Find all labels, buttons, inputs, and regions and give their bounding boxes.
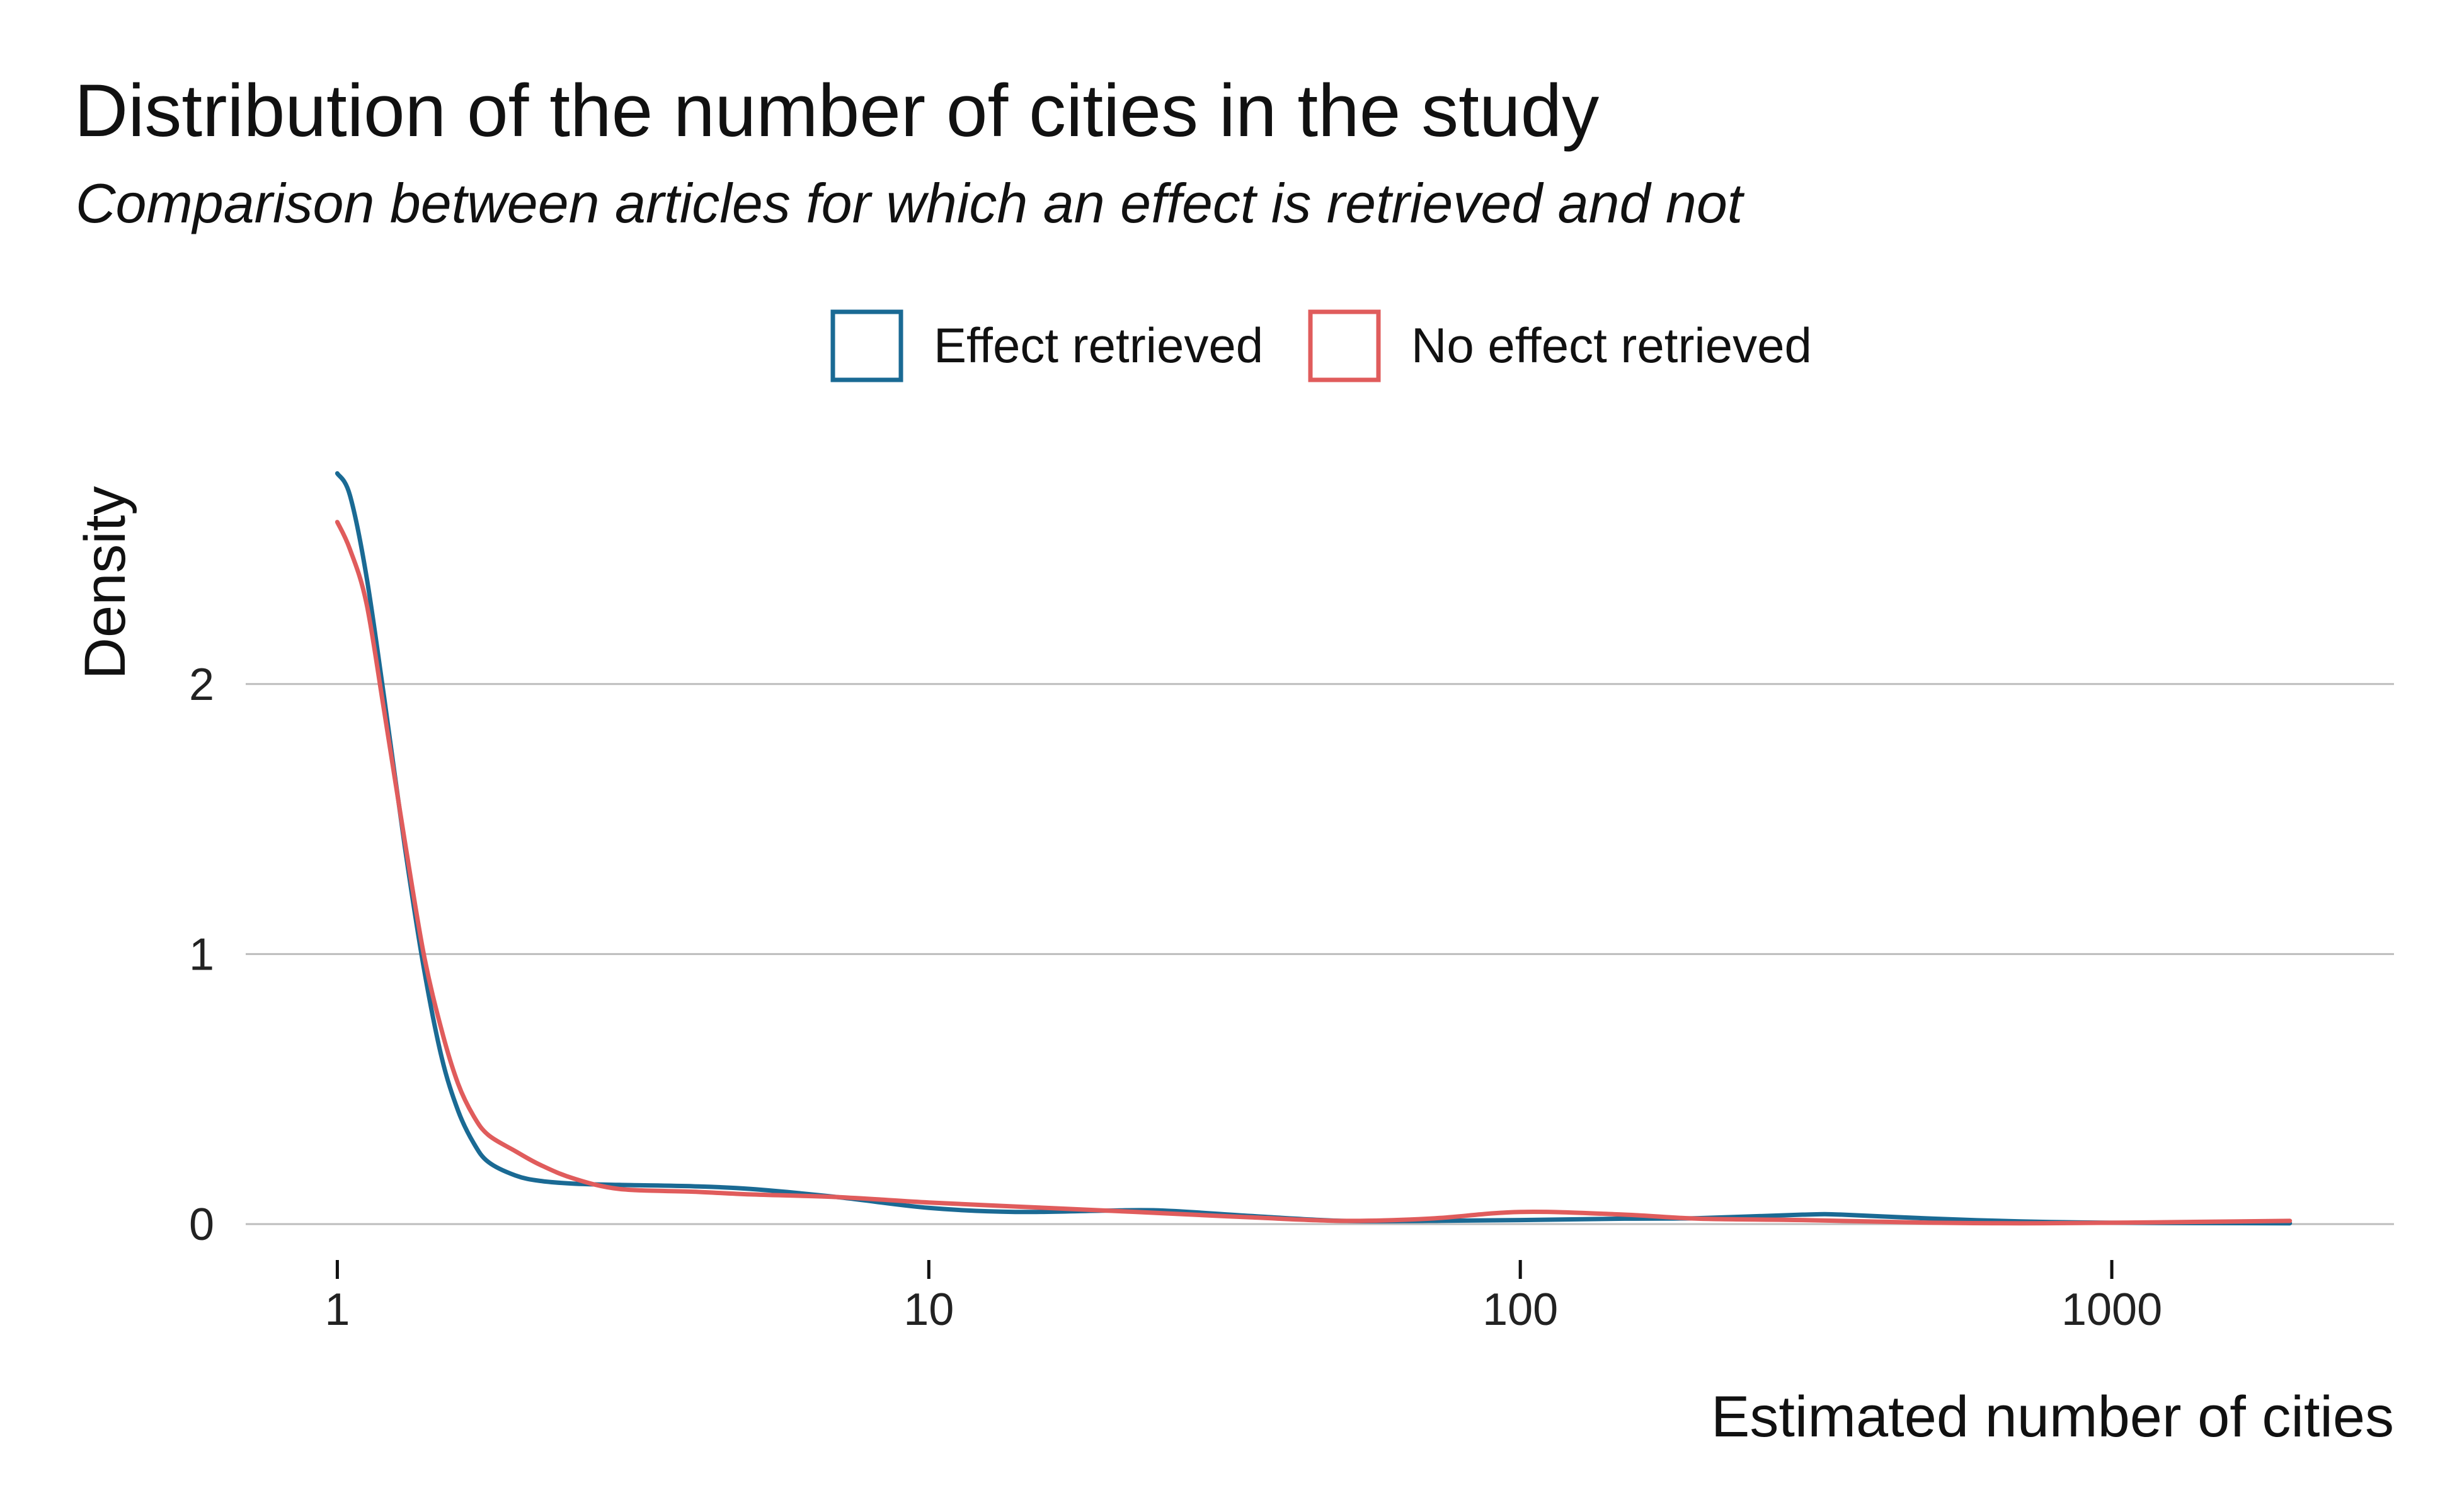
legend: Effect retrieved No effect retrieved [830,309,1812,382]
legend-label-0: Effect retrieved [934,318,1263,373]
legend-label-1: No effect retrieved [1411,318,1812,373]
x-axis-title: Estimated number of cities [1711,1385,2394,1449]
series-lines [335,471,2293,1226]
legend-key-1 [1308,309,1381,382]
x-tick-label: 1000 [2061,1285,2162,1335]
x-tick-label: 10 [903,1285,954,1335]
y-axis: 0 1 2 [189,660,214,1250]
y-tick-label: 0 [189,1200,214,1250]
chart-title: Distribution of the number of cities in … [74,69,1600,152]
series-line-0 [335,471,2293,1226]
y-tick-label: 2 [189,660,214,710]
gridlines [246,683,2394,1225]
x-axis: 1 10 100 1000 [324,1260,2162,1335]
series-line-1 [335,520,2293,1226]
x-tick-label: 100 [1482,1285,1558,1335]
x-tick-label: 1 [324,1285,350,1335]
legend-key-0 [830,309,903,382]
chart-subtitle: Comparison between articles for which an… [76,172,1743,234]
y-tick-label: 1 [189,929,214,980]
y-axis-title: Density [73,486,137,680]
